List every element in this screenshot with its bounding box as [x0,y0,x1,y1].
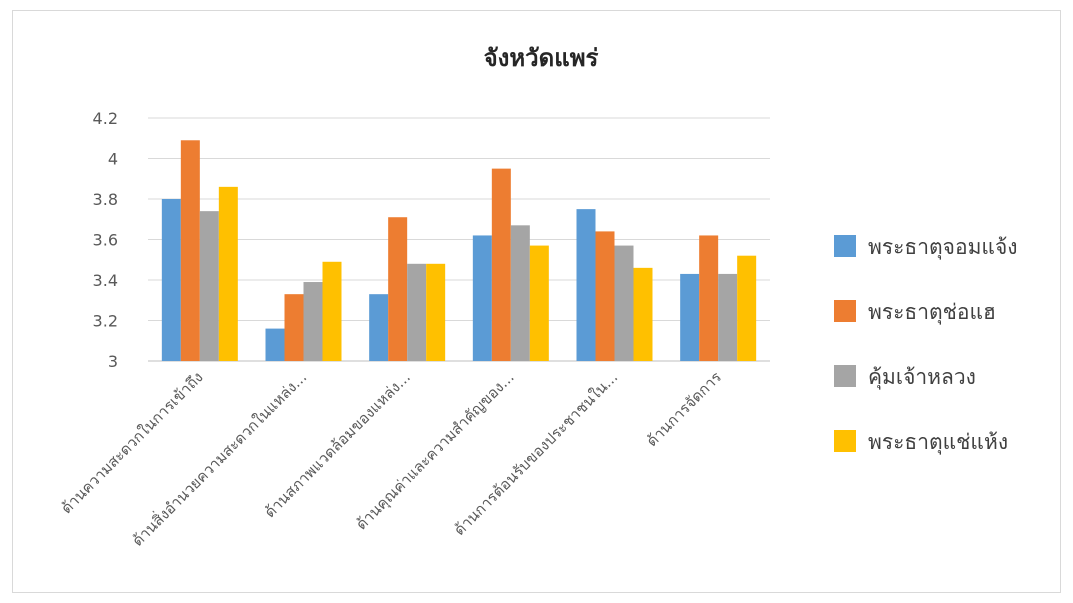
legend-swatch [834,365,856,387]
y-tick-label: 4.2 [93,109,118,128]
bar [614,245,634,361]
gridlines [148,117,770,362]
bar [388,217,408,361]
x-axis-category-labels: ด้านความสะดวกในการเข้าถึงด้านสิ่งอำนวยคว… [57,367,725,550]
bar [284,294,304,361]
y-tick-label: 3.2 [93,312,118,331]
bar [576,209,596,361]
legend-label: พระธาตุจอมแจ้ง [868,235,1018,260]
legend: พระธาตุจอมแจ้งพระธาตุช่อแฮคุ้มเจ้าหลวงพร… [834,235,1018,455]
y-tick-label: 3.6 [93,231,118,250]
bar [680,273,700,361]
legend-swatch [834,300,856,322]
bar [199,211,219,361]
legend-swatch [834,235,856,257]
bar [718,273,738,361]
x-category-label: ด้านการจัดการ [643,368,725,450]
bar [595,231,615,361]
bar [161,199,181,361]
y-axis-tick-labels: 3 3.2 3.4 3.6 3.8 4 4.2 [93,109,118,371]
bar [472,235,492,361]
bar [426,263,446,361]
legend-label: พระธาตุแช่แห้ง [868,430,1008,455]
bar [407,263,427,361]
y-tick-label: 4 [108,150,118,169]
legend-swatch [834,430,856,452]
bar [633,267,653,361]
legend-label: พระธาตุช่อแฮ [868,300,996,325]
bar [737,255,757,361]
bar [303,282,323,361]
bar [265,328,285,361]
y-tick-label: 3.8 [93,190,118,209]
bar [510,225,530,361]
bars [161,140,757,361]
legend-label: คุ้มเจ้าหลวง [868,365,976,390]
x-category-label: ด้านสิ่งอำนวยความสะดวกในแหล่ง... [127,367,310,550]
bar [699,235,719,361]
y-tick-label: 3 [108,352,118,371]
bar [491,168,511,361]
bar [180,140,200,361]
bar [529,245,549,361]
bar [322,261,342,361]
x-category-label: ด้านการต้อนรับของประชาชนใน... [450,368,621,539]
y-tick-label: 3.4 [93,271,118,290]
bar [218,186,238,361]
chart-title: จังหวัดแพร่ [484,44,599,72]
bar [369,294,389,361]
